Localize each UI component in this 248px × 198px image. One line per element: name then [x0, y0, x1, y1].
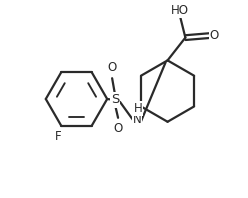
Text: F: F: [55, 130, 62, 143]
Text: O: O: [107, 61, 117, 74]
Text: HO: HO: [170, 4, 188, 17]
Text: S: S: [111, 93, 119, 107]
Text: O: O: [113, 122, 123, 135]
Text: O: O: [210, 29, 219, 42]
Text: N: N: [132, 113, 141, 126]
Text: H: H: [133, 102, 142, 115]
